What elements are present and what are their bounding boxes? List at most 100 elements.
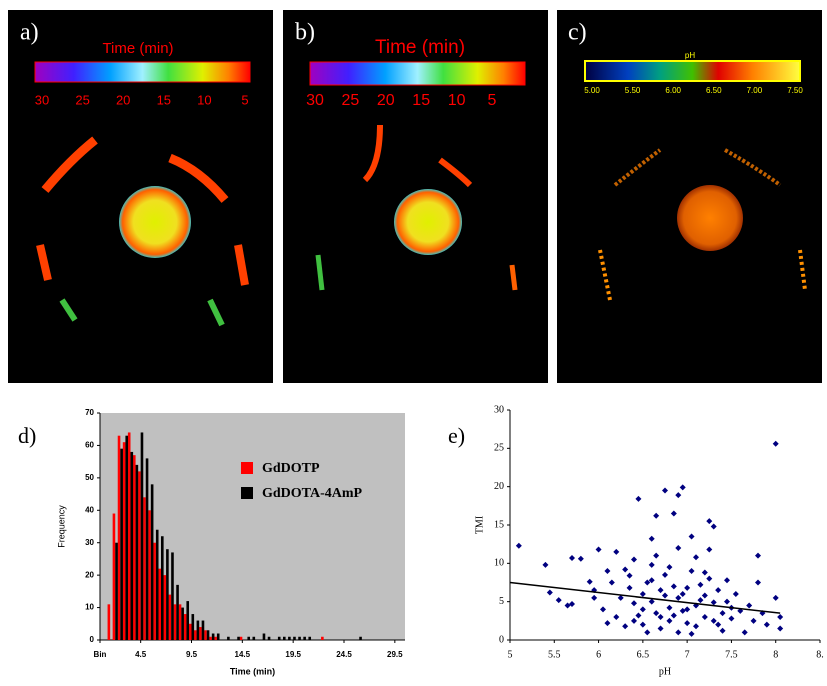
bar (107, 604, 111, 640)
point (577, 555, 584, 562)
point (701, 569, 708, 576)
y-tick-label: 50 (85, 473, 94, 482)
point (631, 600, 637, 607)
point (657, 614, 664, 620)
panel-label: e) (448, 423, 465, 448)
point (648, 598, 655, 605)
point (684, 620, 691, 627)
bar (140, 432, 144, 640)
bar (117, 435, 121, 640)
point (688, 630, 695, 637)
bar (293, 636, 296, 640)
point (662, 571, 668, 578)
x-tick-label: 8 (773, 649, 778, 660)
colorbar-tick-label: 5.00 (584, 86, 600, 95)
point (701, 614, 708, 620)
colorbar-tick-label: 10 (197, 92, 211, 107)
bar (130, 451, 134, 640)
image-panel: a) Time (min) (8, 10, 273, 383)
point (586, 578, 593, 585)
point (675, 594, 682, 601)
bar (237, 636, 240, 640)
point (600, 606, 606, 613)
point (679, 591, 686, 597)
bar (196, 620, 200, 640)
point (755, 579, 761, 586)
x-tick-label: 24.5 (336, 650, 352, 659)
bar (206, 630, 210, 640)
colorbar-tick-label: 30 (35, 92, 49, 107)
point (670, 583, 677, 590)
point (604, 620, 611, 627)
bar (153, 542, 156, 640)
point (750, 617, 757, 624)
y-axis-label: TMI (474, 516, 485, 534)
bar (127, 432, 131, 640)
y-tick-label: 20 (494, 481, 504, 492)
bar (359, 636, 362, 640)
point (639, 606, 646, 613)
bar (148, 510, 151, 640)
point (724, 577, 730, 584)
bar (168, 594, 172, 640)
bar (239, 636, 243, 640)
point (666, 617, 673, 624)
point (732, 591, 739, 597)
bar (132, 455, 136, 640)
point (644, 579, 651, 586)
bar (262, 633, 266, 640)
point (715, 621, 722, 628)
y-tick-label: 5 (499, 596, 504, 607)
bar (288, 636, 291, 640)
point (608, 579, 615, 586)
image-panel: c) pH (557, 10, 822, 383)
point (719, 627, 726, 634)
colorbar-tick-label: 15 (412, 92, 430, 109)
colorbar-tick-label: 15 (157, 92, 171, 107)
colorbar-tick-label: 20 (116, 92, 130, 107)
bar (321, 636, 324, 640)
bar (188, 623, 192, 640)
point (515, 542, 522, 549)
panel-label: b) (295, 20, 315, 46)
bar (163, 575, 167, 640)
point (701, 592, 708, 599)
x-tick-label: 6.5 (637, 649, 650, 660)
x-tick-label: 9.5 (186, 650, 198, 659)
point (569, 554, 575, 561)
legend-label: GdDOTP (262, 461, 320, 476)
bar (176, 584, 179, 640)
bar (181, 607, 184, 640)
point (648, 561, 655, 568)
point (706, 518, 713, 525)
panel-label: a) (20, 20, 39, 46)
y-tick-label: 30 (85, 538, 94, 547)
x-tick-label: 29.5 (387, 650, 403, 659)
point (706, 546, 713, 553)
point (697, 597, 704, 604)
point (662, 487, 668, 494)
x-tick-label: 5 (508, 649, 513, 660)
point (693, 554, 699, 561)
x-axis-label: pH (659, 666, 671, 677)
bar (227, 636, 230, 640)
point (622, 623, 629, 630)
point (670, 510, 677, 517)
point (569, 600, 575, 607)
x-axis-label: Time (min) (230, 666, 275, 676)
bar (171, 552, 174, 640)
point (595, 546, 602, 553)
bar (143, 497, 146, 640)
y-tick-label: 10 (85, 603, 94, 612)
point (639, 621, 646, 628)
point (746, 602, 753, 609)
point (728, 615, 735, 622)
colorbar-tick-label: 10 (448, 92, 466, 109)
bar (308, 636, 312, 640)
bar (115, 542, 118, 640)
point (710, 523, 717, 530)
point (635, 612, 642, 619)
colorbar-tick-label: 7.50 (787, 86, 803, 95)
point (604, 568, 611, 574)
legend-swatch (241, 462, 253, 474)
